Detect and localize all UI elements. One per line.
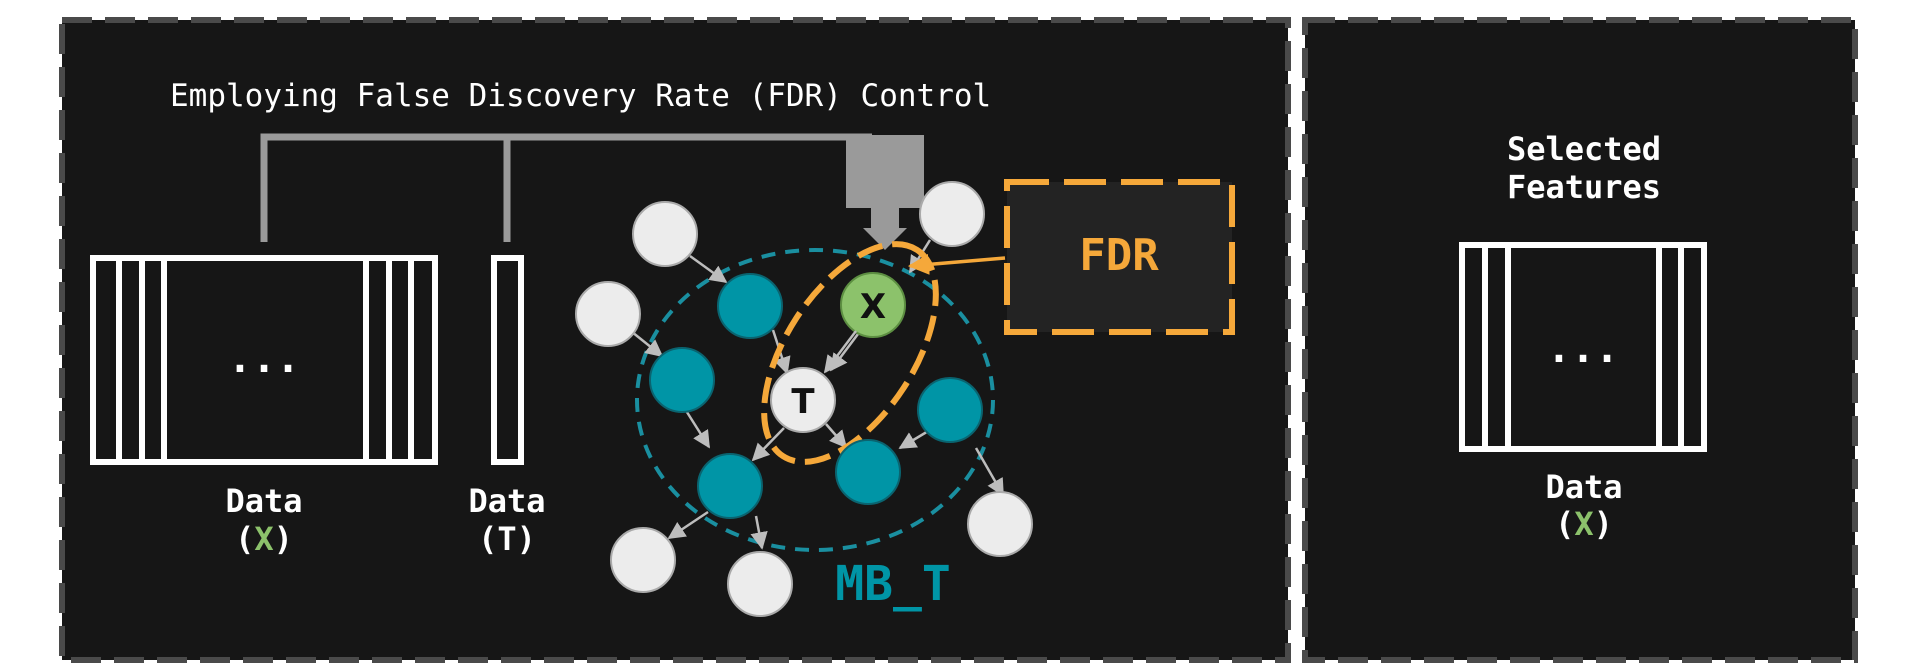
fdr-label: FDR xyxy=(1079,230,1159,281)
outer-nodes xyxy=(575,181,1033,617)
outer-node xyxy=(727,551,793,617)
outer-node xyxy=(575,281,641,347)
blanket-node xyxy=(835,439,901,505)
fdr-control-banner: Employing False Discovery Rate (FDR) Con… xyxy=(170,78,991,114)
data-x-matrix: ... xyxy=(90,255,438,465)
data-x-matrix-dots: ... xyxy=(228,336,300,382)
selected-features-title-line1: Selected xyxy=(1507,130,1661,168)
selected-matrix-dots: ... xyxy=(1547,326,1619,372)
markov-blanket-boundary xyxy=(635,248,995,552)
selected-features-title-line2: Features xyxy=(1507,168,1661,206)
right-panel-background xyxy=(1302,17,1858,663)
edge-x-to-t xyxy=(823,330,857,374)
node-t-label: T xyxy=(791,382,815,422)
selected-data-sub: (X) xyxy=(1555,505,1613,543)
blanket-node xyxy=(697,453,763,519)
data-t-label: Data xyxy=(468,482,545,520)
left-panel: Employing False Discovery Rate (FDR) Con… xyxy=(59,17,1291,663)
markov-blanket-label: MB_T xyxy=(835,556,951,612)
node-x-label: X xyxy=(860,287,886,327)
node-x xyxy=(840,272,906,338)
outer-node xyxy=(632,201,698,267)
fdr-box xyxy=(1004,179,1235,335)
data-t-column xyxy=(491,255,524,465)
fdr-selection-boundary xyxy=(761,241,939,465)
selected-features-matrix: ... xyxy=(1459,242,1707,452)
right-panel: Selected Features ... Data (X) xyxy=(1302,17,1858,663)
blanket-node xyxy=(917,377,983,443)
outer-node xyxy=(610,527,676,593)
markov-blanket-nodes xyxy=(649,273,983,519)
data-t-sub: (T) xyxy=(478,520,536,558)
node-t xyxy=(770,367,836,433)
blanket-node xyxy=(649,347,715,413)
fdr-arrow xyxy=(907,253,1006,275)
outer-node xyxy=(967,491,1033,557)
selected-data-label: Data xyxy=(1545,468,1622,506)
data-x-sub: (X) xyxy=(235,520,293,558)
blanket-node xyxy=(717,273,783,339)
data-x-label: Data xyxy=(225,482,302,520)
fdr-connector-lines xyxy=(260,133,924,250)
outer-node xyxy=(919,181,985,247)
